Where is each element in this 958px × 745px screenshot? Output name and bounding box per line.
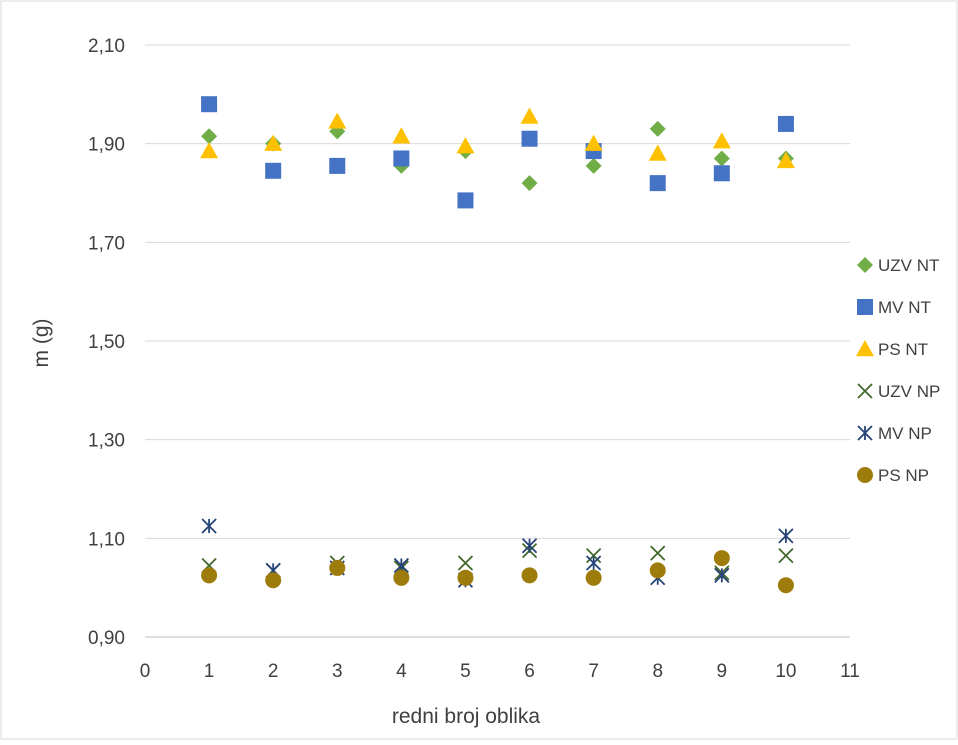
data-point (201, 567, 218, 584)
legend-marker (857, 257, 873, 273)
legend-marker (857, 467, 873, 483)
data-point (648, 144, 667, 161)
legend-entry: PS NT (856, 340, 928, 359)
x-tick-label: 11 (840, 661, 860, 682)
data-point (585, 157, 602, 174)
data-point (777, 577, 794, 594)
data-point (713, 150, 730, 167)
data-point (456, 137, 475, 154)
data-point (329, 559, 346, 576)
data-point (713, 550, 730, 567)
y-tick-label: 1,30 (88, 431, 125, 452)
data-point (521, 567, 538, 584)
series-ps-nt (200, 107, 795, 169)
data-point (778, 547, 794, 564)
x-tick-label: 10 (775, 661, 796, 682)
data-point (201, 128, 218, 145)
data-point (200, 142, 219, 159)
data-point (265, 572, 282, 589)
data-point (521, 175, 538, 192)
data-point (392, 127, 411, 144)
x-axis-title: redni broj oblika (392, 705, 541, 728)
data-point (776, 151, 795, 169)
y-tick-label: 0,90 (88, 628, 125, 649)
y-tick-label: 1,70 (88, 233, 125, 254)
y-tick-label: 1,10 (88, 529, 125, 550)
data-point (201, 518, 217, 534)
legend-marker (856, 340, 874, 357)
data-point (201, 96, 218, 113)
x-tick-label: 2 (268, 661, 279, 682)
data-point (650, 545, 666, 561)
data-point (520, 107, 539, 124)
data-point (714, 567, 730, 583)
x-tick-label: 3 (332, 661, 343, 682)
x-tick-label: 6 (524, 661, 535, 682)
data-point (329, 157, 346, 174)
legend-entry: MV NT (857, 298, 931, 317)
data-point (457, 569, 474, 586)
x-tick-label: 0 (140, 661, 151, 682)
legend-label: MV NT (878, 298, 931, 317)
tick-labels: 0,90 1,10 1,30 1,50 1,70 1,90 2,10 0 1 2 3 4 5 6 7 8 9 10… (88, 36, 860, 682)
legend-marker (857, 425, 873, 441)
legend-label: UZV NP (878, 382, 940, 401)
legend-label: PS NP (878, 466, 929, 485)
x-tick-label: 5 (460, 661, 471, 682)
data-point (649, 562, 666, 579)
data-point (328, 112, 347, 129)
data-point (713, 165, 730, 182)
data-point (457, 192, 474, 209)
series-ps-np (201, 550, 794, 594)
x-tick-label: 8 (652, 661, 663, 682)
data-point (265, 162, 282, 179)
data-point (264, 134, 283, 151)
gridlines (145, 44, 850, 539)
x-tick-label: 4 (396, 661, 407, 682)
data-point (649, 120, 666, 137)
data-point (777, 115, 794, 132)
data-point (585, 555, 602, 571)
y-tick-label: 2,10 (88, 36, 125, 57)
data-point (457, 555, 474, 571)
y-axis-title: m (g) (30, 319, 53, 368)
legend-label: UZV NT (878, 256, 939, 275)
series-mv-nt (201, 96, 794, 209)
data-point (712, 132, 731, 149)
x-tick-label: 1 (204, 661, 215, 682)
y-tick-label: 1,50 (88, 332, 125, 353)
legend-entry: UZV NT (857, 256, 939, 275)
data-point (649, 175, 666, 192)
legend-label: MV NP (878, 424, 932, 443)
x-tick-label: 9 (717, 661, 728, 682)
legend-label: PS NT (878, 340, 928, 359)
legend-entry: MV NP (857, 424, 932, 443)
y-tick-label: 1,90 (88, 135, 125, 156)
data-point (584, 134, 603, 151)
data-point (393, 569, 410, 586)
data-point (521, 538, 538, 554)
data-points (200, 96, 795, 594)
data-point (585, 569, 602, 586)
legend: UZV NT MV NT PS NT UZV NP MV NP PS NP (856, 256, 940, 485)
legend-entry: UZV NP (857, 382, 940, 401)
legend-marker (857, 299, 873, 315)
data-point (585, 547, 602, 564)
data-point (393, 150, 410, 167)
data-point (521, 130, 538, 147)
x-tick-label: 7 (588, 661, 599, 682)
legend-marker (857, 383, 873, 399)
data-point (778, 528, 794, 544)
legend-entry: PS NP (857, 466, 929, 485)
